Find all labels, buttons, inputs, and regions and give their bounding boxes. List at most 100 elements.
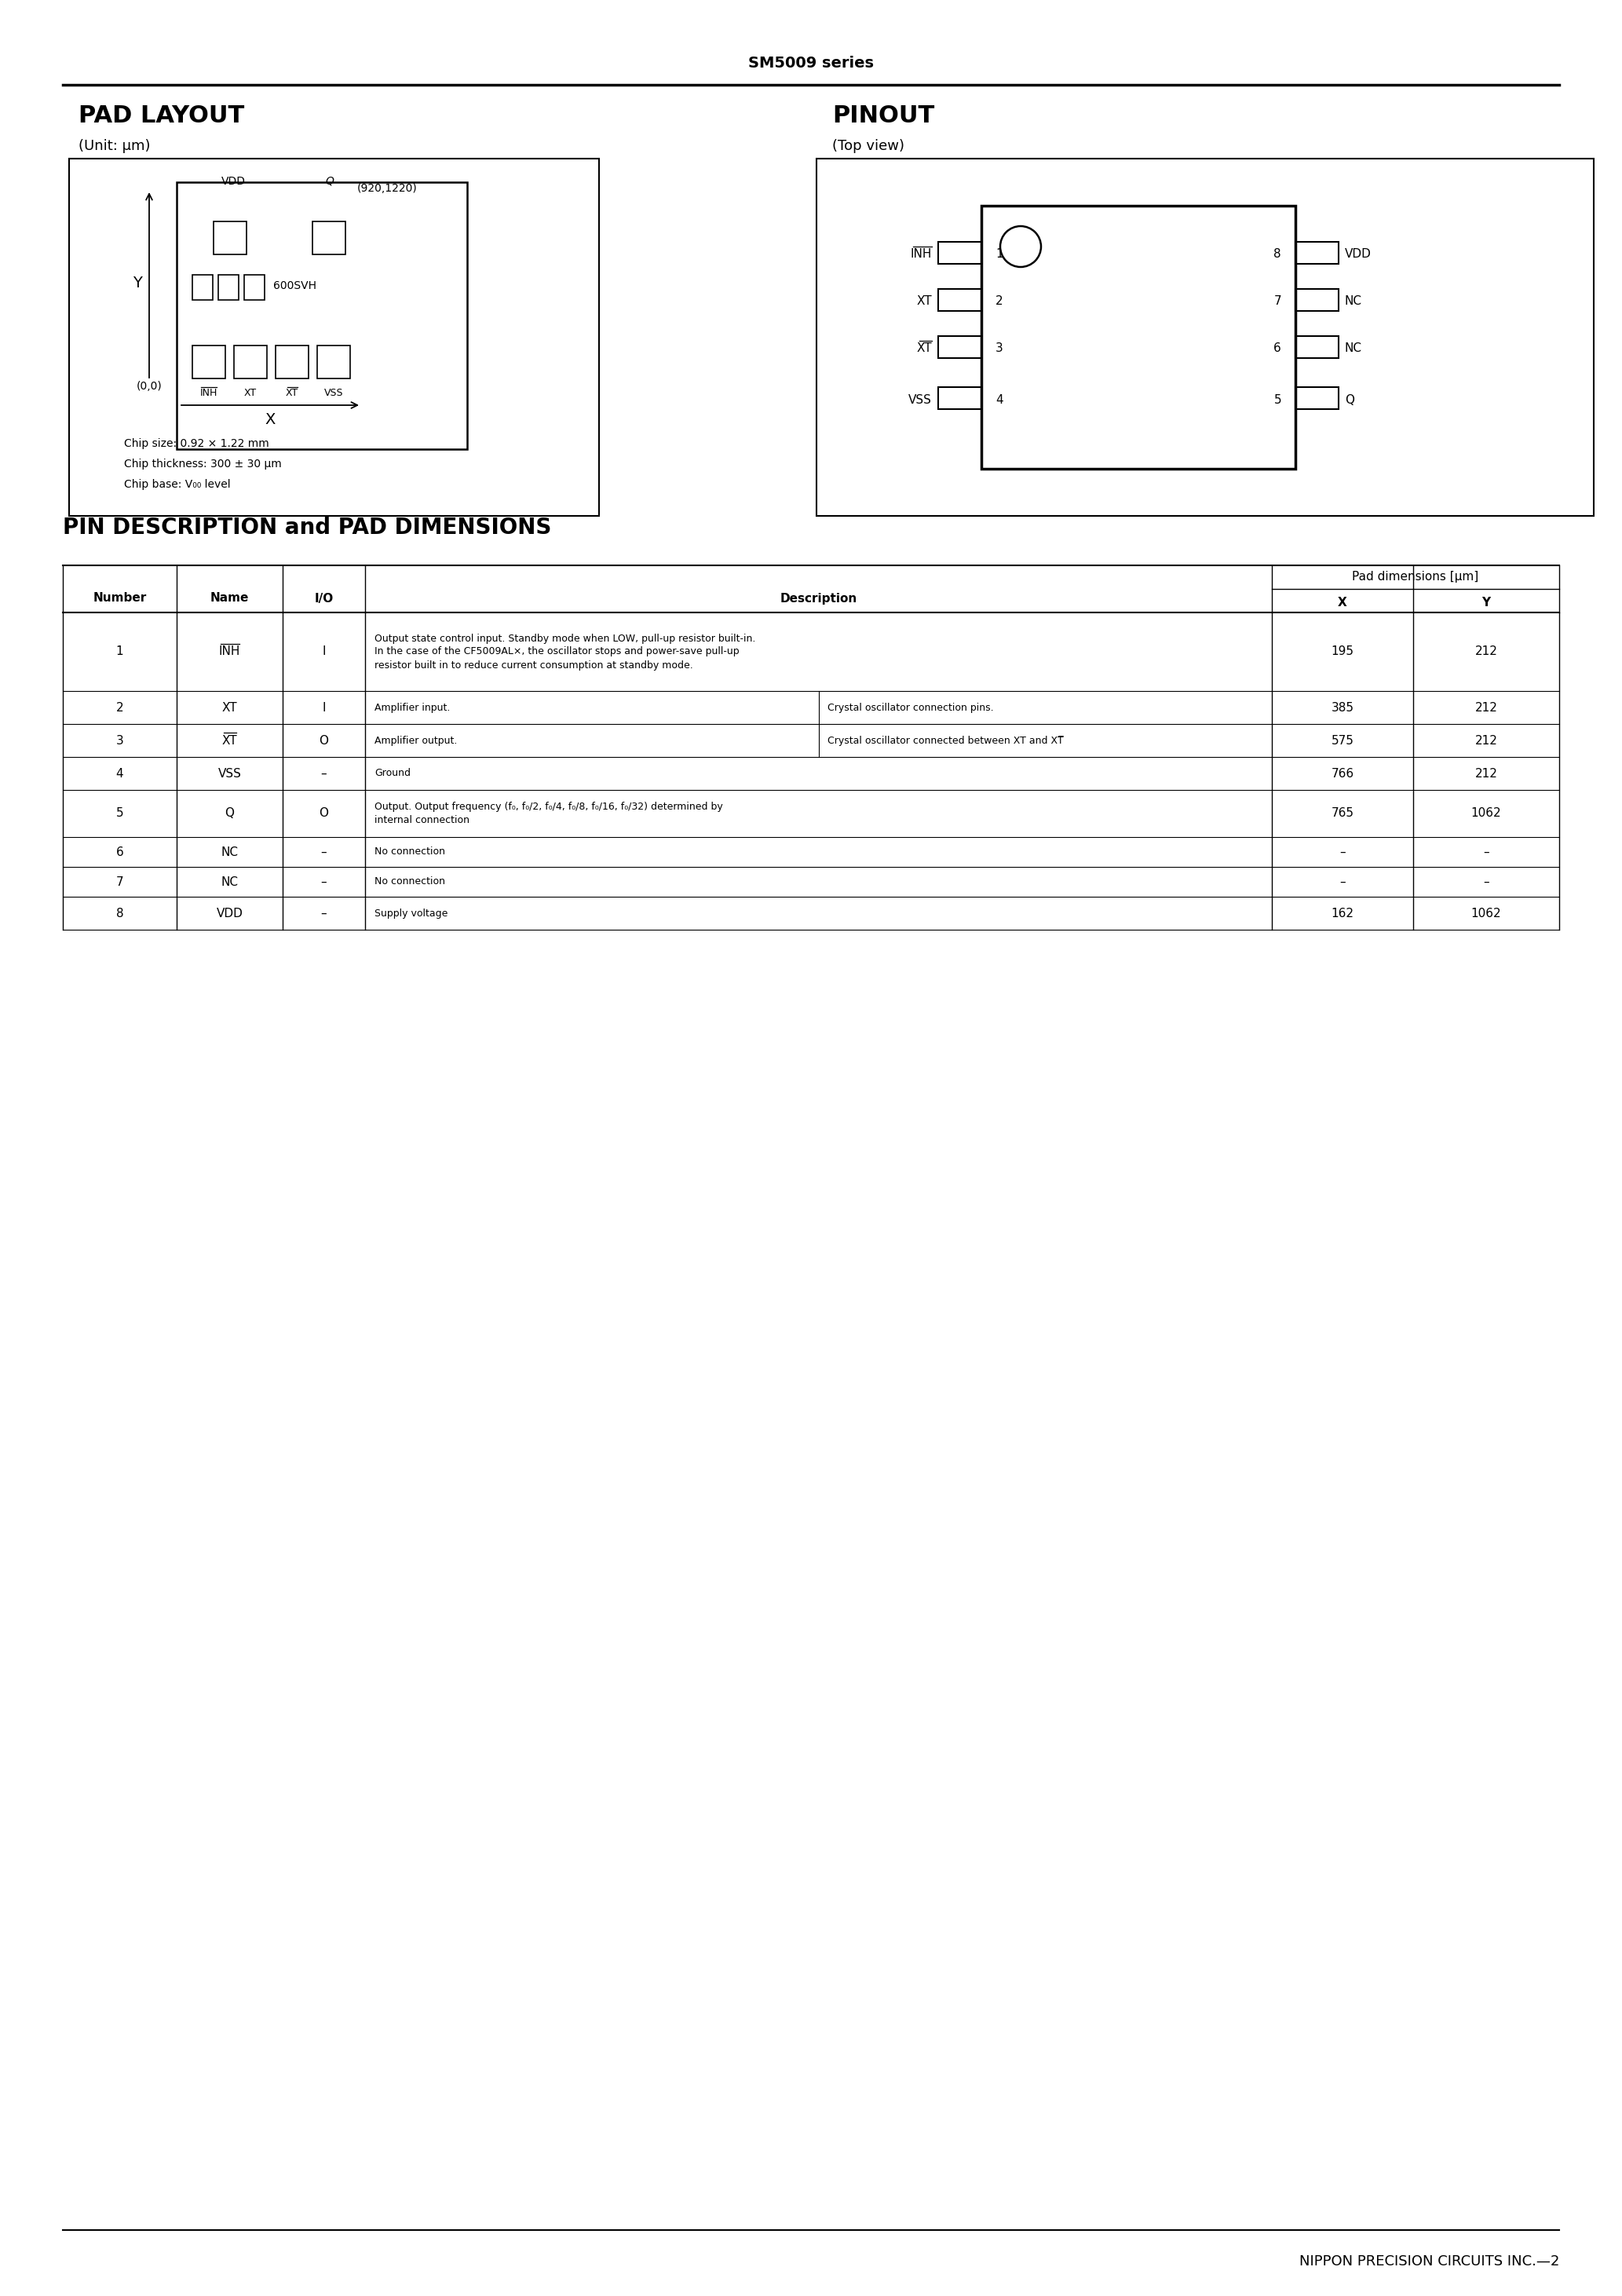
Text: Ground: Ground bbox=[375, 769, 410, 778]
Bar bbox=[1296, 388, 1338, 409]
Text: NIPPON PRECISION CIRCUITS INC.—2: NIPPON PRECISION CIRCUITS INC.—2 bbox=[1299, 2255, 1559, 2268]
Text: 766: 766 bbox=[1332, 767, 1354, 778]
Text: XT: XT bbox=[245, 388, 256, 397]
Text: 385: 385 bbox=[1332, 703, 1354, 714]
Bar bbox=[193, 276, 212, 301]
Text: NC: NC bbox=[1345, 342, 1362, 354]
Text: –: – bbox=[321, 907, 328, 918]
Text: VDD: VDD bbox=[221, 177, 245, 186]
Text: 7: 7 bbox=[1273, 296, 1281, 308]
Text: 600SVH: 600SVH bbox=[272, 280, 316, 292]
Bar bbox=[1296, 335, 1338, 358]
Text: (920,1220): (920,1220) bbox=[357, 184, 417, 193]
Bar bbox=[276, 344, 308, 379]
Text: X: X bbox=[264, 411, 276, 427]
Bar bbox=[70, 158, 599, 517]
Text: XT: XT bbox=[285, 388, 298, 397]
Bar bbox=[1296, 241, 1338, 264]
Text: Crystal oscillator connected between XT and XT̅: Crystal oscillator connected between XT … bbox=[827, 735, 1064, 746]
Text: NC: NC bbox=[1345, 296, 1362, 308]
Text: I: I bbox=[323, 645, 326, 657]
Text: 8: 8 bbox=[1273, 248, 1281, 259]
Text: 4: 4 bbox=[996, 395, 1002, 406]
Bar bbox=[313, 220, 345, 255]
Text: Number: Number bbox=[92, 592, 146, 604]
Text: XT: XT bbox=[916, 342, 933, 354]
Text: Description: Description bbox=[780, 592, 856, 604]
Text: –: – bbox=[321, 875, 328, 889]
Text: 8: 8 bbox=[115, 907, 123, 918]
Text: PAD LAYOUT: PAD LAYOUT bbox=[78, 106, 245, 129]
Text: INH: INH bbox=[200, 388, 217, 397]
Bar bbox=[981, 207, 1296, 468]
Bar bbox=[193, 344, 225, 379]
Bar bbox=[234, 344, 268, 379]
Text: (Unit: μm): (Unit: μm) bbox=[78, 140, 151, 154]
Text: 212: 212 bbox=[1474, 767, 1497, 778]
Text: –: – bbox=[1483, 875, 1489, 889]
Text: 6: 6 bbox=[1273, 342, 1281, 354]
Text: 3: 3 bbox=[996, 342, 1002, 354]
Text: XT: XT bbox=[916, 296, 933, 308]
Text: VDD: VDD bbox=[1345, 248, 1372, 259]
Bar bbox=[245, 276, 264, 301]
Text: I/O: I/O bbox=[315, 592, 334, 604]
Text: (Top view): (Top view) bbox=[832, 140, 905, 154]
Text: Crystal oscillator connection pins.: Crystal oscillator connection pins. bbox=[827, 703, 994, 712]
Bar bbox=[938, 289, 981, 310]
Text: Amplifier input.: Amplifier input. bbox=[375, 703, 451, 712]
Text: VSS: VSS bbox=[324, 388, 344, 397]
Bar bbox=[938, 241, 981, 264]
Text: 5: 5 bbox=[1273, 395, 1281, 406]
Text: XT: XT bbox=[222, 703, 237, 714]
Bar bbox=[214, 220, 247, 255]
Bar bbox=[318, 344, 350, 379]
Text: 1: 1 bbox=[996, 248, 1002, 259]
Text: –: – bbox=[1483, 847, 1489, 859]
Text: VSS: VSS bbox=[908, 395, 933, 406]
Text: VSS: VSS bbox=[217, 767, 242, 778]
Text: 195: 195 bbox=[1332, 645, 1354, 657]
Text: Chip thickness: 300 ± 30 μm: Chip thickness: 300 ± 30 μm bbox=[123, 459, 282, 471]
Text: I: I bbox=[323, 703, 326, 714]
Text: 575: 575 bbox=[1332, 735, 1354, 746]
Text: 162: 162 bbox=[1332, 907, 1354, 918]
Text: –: – bbox=[321, 847, 328, 859]
Text: 7: 7 bbox=[115, 875, 123, 889]
Text: No connection: No connection bbox=[375, 847, 444, 856]
Text: Amplifier output.: Amplifier output. bbox=[375, 735, 457, 746]
Text: NC: NC bbox=[221, 847, 238, 859]
Text: Name: Name bbox=[211, 592, 250, 604]
Text: Chip size: 0.92 × 1.22 mm: Chip size: 0.92 × 1.22 mm bbox=[123, 439, 269, 450]
Text: 212: 212 bbox=[1474, 735, 1497, 746]
Text: Supply voltage: Supply voltage bbox=[375, 909, 448, 918]
Text: Output state control input. Standby mode when LOW, pull-up resistor built-in.
In: Output state control input. Standby mode… bbox=[375, 634, 756, 670]
Text: O: O bbox=[320, 735, 329, 746]
Text: Q: Q bbox=[1345, 395, 1354, 406]
Bar bbox=[816, 158, 1594, 517]
Text: INH: INH bbox=[910, 248, 933, 259]
Text: XT: XT bbox=[222, 735, 237, 746]
Text: O: O bbox=[320, 808, 329, 820]
Text: SM5009 series: SM5009 series bbox=[748, 55, 874, 71]
Text: 212: 212 bbox=[1474, 645, 1497, 657]
Text: 212: 212 bbox=[1474, 703, 1497, 714]
Text: Q: Q bbox=[326, 177, 334, 186]
Bar bbox=[219, 276, 238, 301]
Text: 1062: 1062 bbox=[1471, 907, 1502, 918]
Text: 2: 2 bbox=[115, 703, 123, 714]
Bar bbox=[938, 335, 981, 358]
Text: Q: Q bbox=[225, 808, 234, 820]
Text: –: – bbox=[1340, 875, 1346, 889]
Text: –: – bbox=[321, 767, 328, 778]
Text: X: X bbox=[1338, 597, 1348, 608]
Text: VDD: VDD bbox=[216, 907, 243, 918]
Text: INH: INH bbox=[219, 645, 240, 657]
Text: 1: 1 bbox=[115, 645, 123, 657]
Text: 5: 5 bbox=[115, 808, 123, 820]
Text: PIN DESCRIPTION and PAD DIMENSIONS: PIN DESCRIPTION and PAD DIMENSIONS bbox=[63, 517, 551, 540]
Text: 6: 6 bbox=[115, 847, 123, 859]
Text: Chip base: V₀₀ level: Chip base: V₀₀ level bbox=[123, 480, 230, 489]
Text: No connection: No connection bbox=[375, 877, 444, 886]
Bar bbox=[938, 388, 981, 409]
